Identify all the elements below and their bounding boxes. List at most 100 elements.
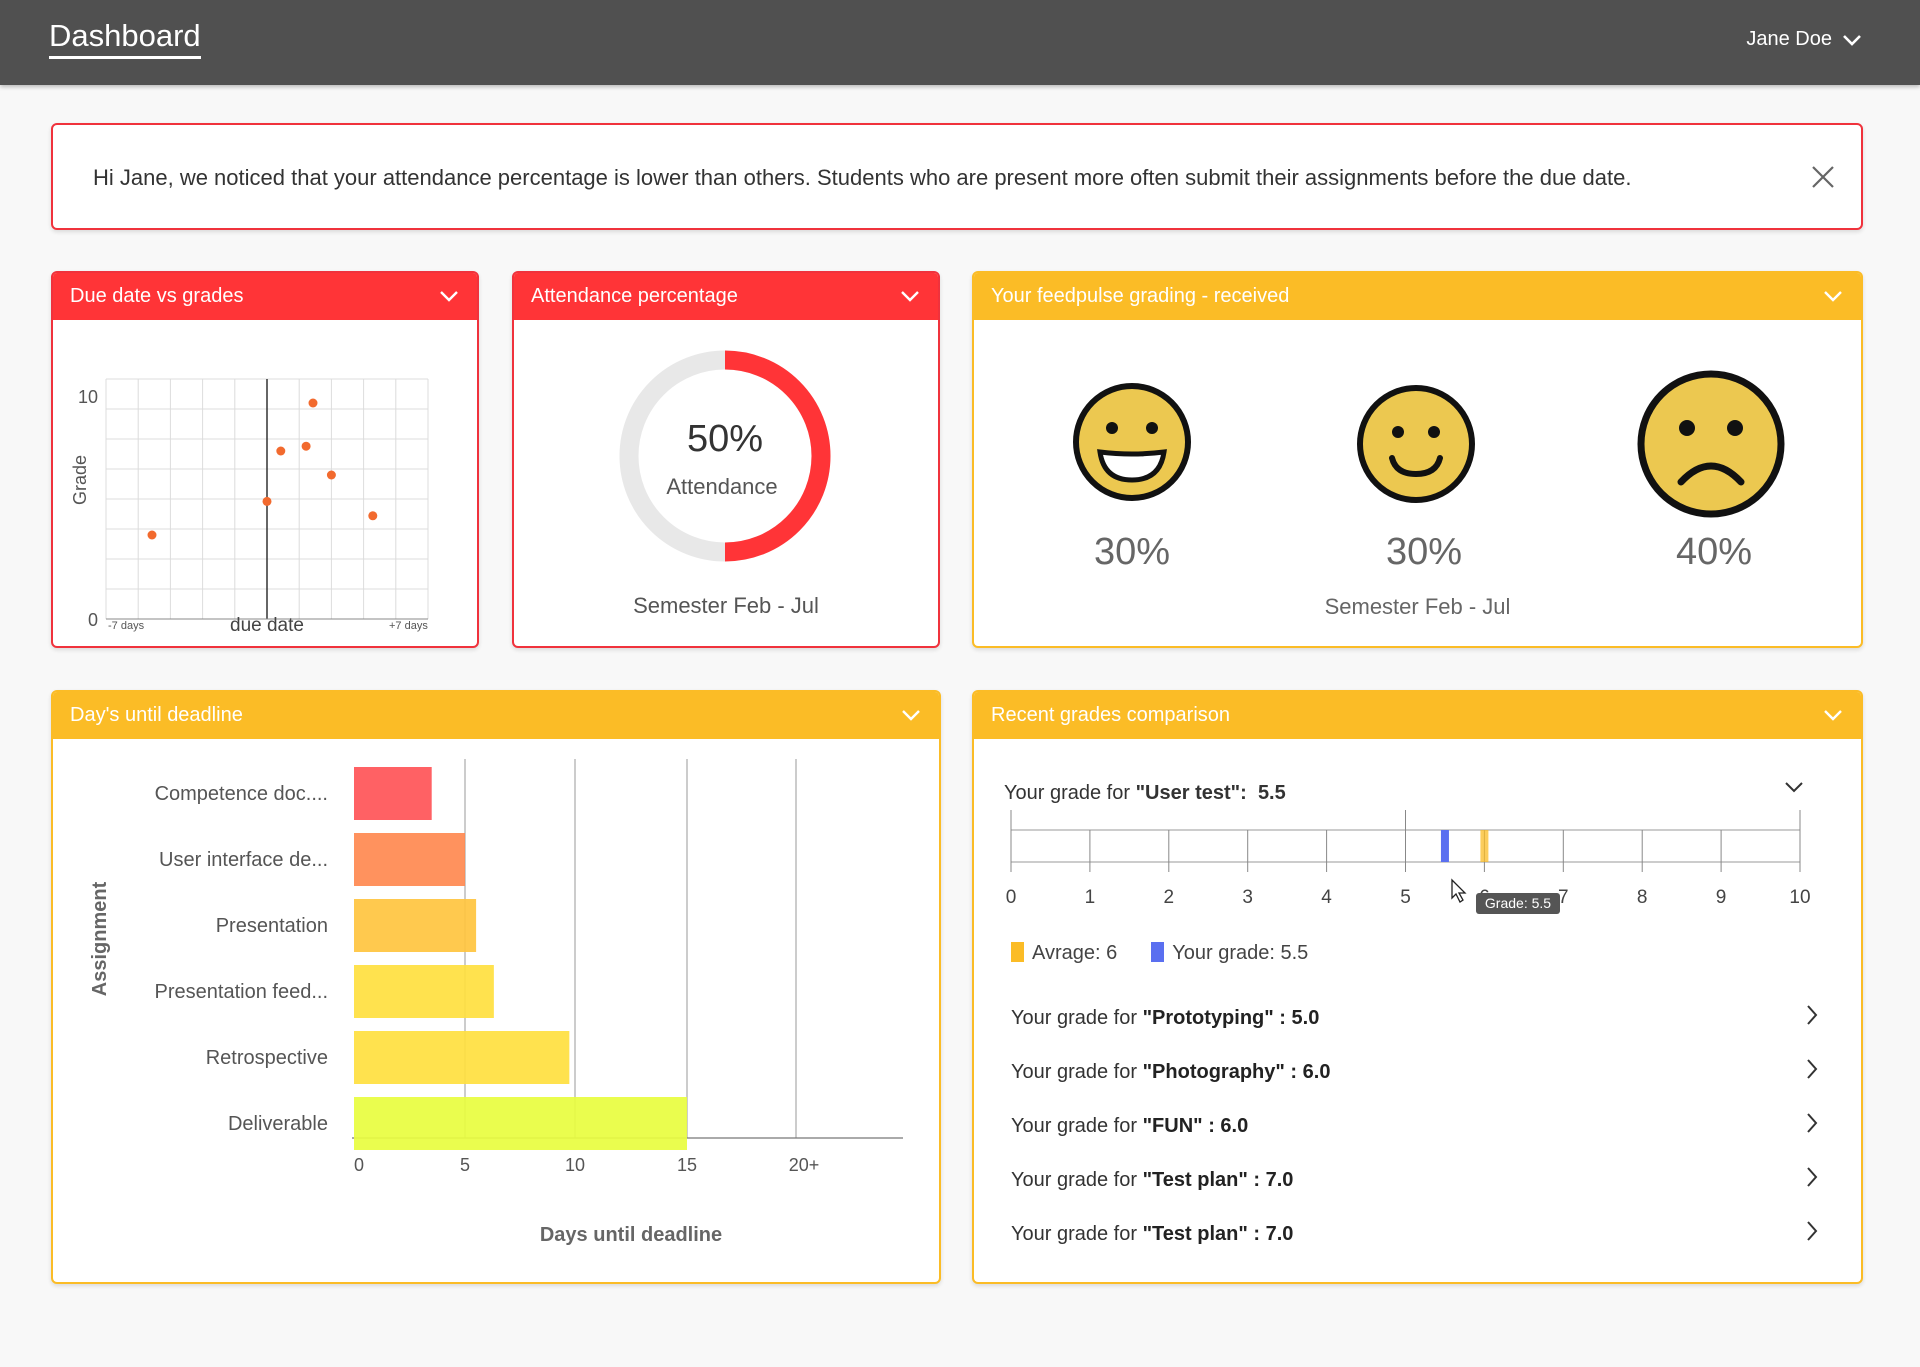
grade-list-item[interactable]: Your grade for "FUN" : 6.0 — [1011, 1112, 1818, 1140]
smile-icon — [1357, 385, 1475, 503]
attendance-donut: 50% Attendance — [619, 350, 831, 562]
scale-tick-label: 1 — [1085, 887, 1096, 908]
x-tick-label: 0 — [354, 1155, 364, 1175]
due-vs-grades-card: Due date vs grades 10 0 Grade -7 days +7… — [51, 271, 479, 648]
grade-item-label: Your grade for "Test plan" : 7.0 — [1011, 1223, 1293, 1246]
category-label: User interface de... — [159, 849, 328, 871]
deadline-bar[interactable] — [354, 833, 465, 886]
scatter-point[interactable] — [368, 511, 378, 521]
user-name: Jane Doe — [1746, 28, 1832, 50]
card-header: Your feedpulse grading - received — [974, 273, 1861, 320]
scatter-point[interactable] — [147, 530, 157, 540]
grade-name: "Photography" : 6.0 — [1142, 1060, 1331, 1083]
scatter-point[interactable] — [326, 470, 336, 480]
due-vs-grades-chart: 10 0 Grade -7 days +7 days due date — [70, 378, 429, 636]
grade-list-item[interactable]: Your grade for "Test plan" : 7.0 — [1011, 1220, 1818, 1248]
x-axis-label: Days until deadline — [540, 1224, 722, 1246]
big-smile-icon — [1073, 383, 1191, 501]
x-axis-label: due date — [230, 615, 304, 636]
y-axis-label: Assignment — [89, 881, 111, 996]
grade-name: "Test plan" : 7.0 — [1142, 1222, 1294, 1245]
grade-prefix: Your grade for — [1011, 1060, 1143, 1083]
chevron-right-icon[interactable] — [1805, 1166, 1819, 1194]
chevron-right-icon[interactable] — [1805, 1058, 1819, 1086]
sad-percent: 40% — [1675, 531, 1753, 573]
tooltip-text: Grade: 5.5 — [1485, 895, 1551, 911]
chevron-down-icon[interactable] — [901, 704, 921, 727]
user-menu[interactable]: Jane Doe — [1746, 28, 1862, 51]
your-grade-marker[interactable] — [1440, 830, 1449, 862]
deadline-bar[interactable] — [354, 965, 494, 1018]
chevron-down-icon[interactable] — [900, 285, 920, 308]
grade-name: "User test": — [1135, 782, 1247, 804]
x-tick-max: +7 days — [389, 620, 428, 632]
chevron-right-icon[interactable] — [1805, 1220, 1819, 1248]
semester-label: Semester Feb - Jul — [1324, 594, 1511, 619]
scatter-point[interactable] — [276, 446, 286, 456]
grade-name: "FUN" : 6.0 — [1142, 1114, 1249, 1137]
mouse-cursor-icon — [1451, 878, 1467, 903]
deadline-card: Day's until deadline Competence doc.... U… — [51, 690, 941, 1284]
deadline-bar[interactable] — [354, 1097, 687, 1150]
card-header: Due date vs grades — [53, 273, 477, 320]
deadline-bar[interactable] — [354, 899, 477, 952]
card-title: Due date vs grades — [70, 285, 244, 307]
average-marker[interactable] — [1480, 830, 1489, 862]
x-tick-label: 15 — [677, 1155, 697, 1175]
feedpulse-card: Your feedpulse grading - received 30% 30… — [972, 271, 1863, 648]
scale-tick-label: 5 — [1400, 887, 1411, 908]
grade-prefix: Your grade for — [1011, 1114, 1143, 1137]
scatter-point[interactable] — [262, 496, 272, 506]
y-axis-label: Grade — [70, 455, 90, 505]
scale-tick-label: 2 — [1164, 887, 1175, 908]
chevron-down-icon[interactable] — [1823, 285, 1843, 308]
chevron-right-icon[interactable] — [1805, 1004, 1819, 1032]
scale-tick-label: 7 — [1558, 887, 1569, 908]
close-icon[interactable] — [1811, 165, 1835, 194]
grade-prefix: Your grade for — [1011, 1222, 1143, 1245]
grade-scale-chart: 012345678910 Grade: 5.5 — [1006, 810, 1811, 914]
grade-tooltip: Grade: 5.5 — [1476, 893, 1560, 914]
y-tick-min: 0 — [88, 610, 98, 630]
category-label: Competence doc.... — [155, 783, 328, 805]
x-tick-label: 20+ — [789, 1155, 820, 1175]
page-title[interactable]: Dashboard — [49, 18, 201, 59]
card-title: Recent grades comparison — [991, 704, 1231, 726]
scatter-point[interactable] — [301, 441, 311, 451]
chevron-down-icon[interactable] — [1784, 780, 1804, 798]
category-label: Deliverable — [228, 1113, 328, 1135]
legend-swatch — [1151, 942, 1165, 962]
chevron-down-icon — [1842, 33, 1862, 47]
grade-value: 5.5 — [1257, 782, 1286, 804]
y-tick-max: 10 — [78, 387, 98, 407]
chevron-down-icon[interactable] — [439, 285, 459, 308]
chevron-right-icon[interactable] — [1805, 1112, 1819, 1140]
sad-icon — [1637, 370, 1785, 518]
chevron-down-icon[interactable] — [1823, 704, 1843, 727]
category-label: Retrospective — [206, 1047, 328, 1069]
current-grade-heading[interactable]: Your grade for "User test": 5.5 — [1004, 782, 1286, 805]
category-label: Presentation — [216, 915, 328, 937]
legend-label: Avrage: 6 — [1032, 942, 1118, 964]
grade-name: "Prototyping" : 5.0 — [1142, 1006, 1320, 1029]
card-title: Attendance percentage — [531, 285, 738, 307]
deadline-chart: Competence doc.... User interface de... Pr… — [89, 759, 903, 1246]
grade-list-item[interactable]: Your grade for "Prototyping" : 5.0 — [1011, 1004, 1818, 1032]
smile-percent: 30% — [1385, 531, 1463, 573]
grades-comparison-card: Recent grades comparison Your grade for … — [972, 690, 1863, 1284]
grade-prefix: Your grade for — [1011, 1006, 1143, 1029]
scatter-point[interactable] — [308, 398, 318, 408]
grade-list-item[interactable]: Your grade for "Test plan" : 7.0 — [1011, 1166, 1818, 1194]
attendance-percent: 50% — [687, 418, 763, 460]
grade-item-label: Your grade for "FUN" : 6.0 — [1011, 1115, 1248, 1138]
card-header: Day's until deadline — [53, 692, 939, 739]
card-title: Day's until deadline — [70, 704, 243, 726]
deadline-bar[interactable] — [354, 1031, 570, 1084]
grade-prefix: Your grade for — [1011, 1168, 1143, 1191]
deadline-bar[interactable] — [354, 767, 432, 820]
grade-prefix: Your grade for — [1004, 782, 1136, 804]
grade-item-label: Your grade for "Prototyping" : 5.0 — [1011, 1007, 1319, 1030]
grade-list-item[interactable]: Your grade for "Photography" : 6.0 — [1011, 1058, 1818, 1086]
category-label: Presentation feed... — [155, 981, 328, 1003]
legend-yours: Your grade: 5.5 — [1151, 942, 1308, 965]
